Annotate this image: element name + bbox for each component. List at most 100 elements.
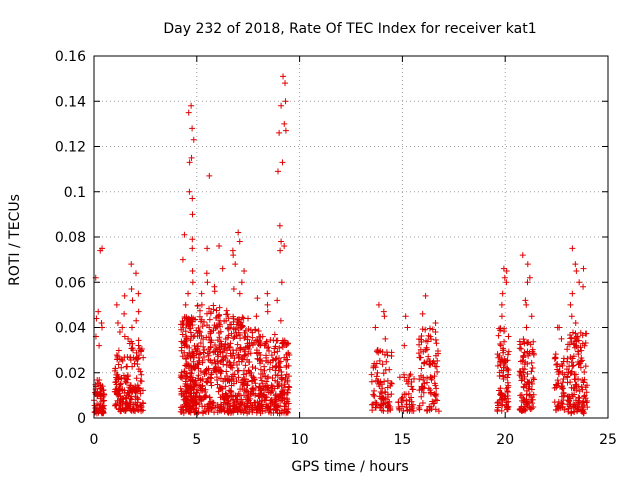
data-point bbox=[213, 323, 220, 330]
data-point bbox=[374, 347, 381, 354]
data-point bbox=[555, 402, 562, 409]
data-point bbox=[216, 334, 223, 341]
data-point bbox=[214, 337, 221, 344]
y-tick-label: 0.1 bbox=[64, 185, 86, 201]
data-point bbox=[178, 372, 185, 379]
data-point bbox=[582, 339, 589, 346]
data-point bbox=[580, 283, 587, 290]
data-point bbox=[559, 385, 566, 392]
data-point bbox=[134, 361, 141, 368]
data-point bbox=[273, 337, 280, 344]
data-point bbox=[380, 407, 387, 414]
data-point bbox=[434, 347, 441, 354]
data-point bbox=[573, 407, 580, 414]
data-point bbox=[235, 329, 242, 336]
data-point bbox=[253, 313, 260, 320]
data-point bbox=[499, 392, 506, 399]
data-point bbox=[406, 372, 413, 379]
data-point bbox=[140, 354, 147, 361]
data-point bbox=[247, 369, 254, 376]
data-point bbox=[405, 390, 412, 397]
y-tick-label: 0.16 bbox=[55, 49, 86, 65]
data-point bbox=[244, 336, 251, 343]
data-point bbox=[263, 352, 270, 359]
y-tick-label: 0 bbox=[77, 411, 86, 427]
data-point bbox=[138, 345, 145, 352]
data-point bbox=[421, 380, 428, 387]
data-point bbox=[278, 374, 285, 381]
data-point bbox=[382, 399, 389, 406]
data-point bbox=[205, 401, 212, 408]
data-point bbox=[434, 397, 441, 404]
data-point bbox=[387, 404, 394, 411]
data-points bbox=[91, 73, 591, 417]
data-point bbox=[501, 325, 508, 332]
data-point bbox=[217, 328, 224, 335]
data-point bbox=[233, 378, 240, 385]
data-point bbox=[286, 384, 293, 391]
data-point bbox=[379, 385, 386, 392]
data-point bbox=[230, 286, 237, 293]
data-point bbox=[555, 371, 562, 378]
data-point bbox=[115, 392, 122, 399]
data-point bbox=[112, 378, 119, 385]
data-point bbox=[195, 361, 202, 368]
data-point bbox=[569, 363, 576, 370]
data-point bbox=[220, 356, 227, 363]
data-point bbox=[567, 301, 574, 308]
data-point bbox=[206, 316, 213, 323]
data-point bbox=[213, 307, 220, 314]
data-point bbox=[283, 362, 290, 369]
data-point bbox=[204, 245, 211, 252]
data-point bbox=[138, 408, 145, 415]
data-point bbox=[432, 319, 439, 326]
data-point bbox=[183, 375, 190, 382]
data-point bbox=[239, 314, 246, 321]
data-point bbox=[560, 375, 567, 382]
data-point bbox=[256, 338, 263, 345]
data-point bbox=[579, 340, 586, 347]
data-point bbox=[211, 357, 218, 364]
data-point bbox=[529, 346, 536, 353]
data-point bbox=[197, 395, 204, 402]
data-point bbox=[567, 335, 574, 342]
data-point bbox=[119, 324, 126, 331]
data-point bbox=[119, 396, 126, 403]
data-point bbox=[374, 369, 381, 376]
data-point bbox=[198, 301, 205, 308]
data-point bbox=[423, 344, 430, 351]
data-point bbox=[379, 361, 386, 368]
data-point bbox=[204, 378, 211, 385]
data-point bbox=[231, 355, 238, 362]
data-point bbox=[212, 368, 219, 375]
data-point bbox=[251, 404, 258, 411]
data-point bbox=[209, 399, 216, 406]
data-point bbox=[196, 394, 203, 401]
data-point bbox=[96, 342, 103, 349]
data-point bbox=[569, 355, 576, 362]
data-point bbox=[271, 349, 278, 356]
data-point bbox=[190, 350, 197, 357]
data-point bbox=[372, 399, 379, 406]
data-point bbox=[401, 342, 408, 349]
data-point bbox=[200, 343, 207, 350]
data-point bbox=[230, 315, 237, 322]
data-point bbox=[418, 339, 425, 346]
data-point bbox=[275, 393, 282, 400]
data-point bbox=[132, 383, 139, 390]
data-point bbox=[205, 346, 212, 353]
data-point bbox=[192, 395, 199, 402]
data-point bbox=[239, 377, 246, 384]
data-point bbox=[278, 397, 285, 404]
data-point bbox=[185, 323, 192, 330]
data-point bbox=[235, 352, 242, 359]
data-point bbox=[579, 386, 586, 393]
data-point bbox=[373, 399, 380, 406]
data-point bbox=[416, 402, 423, 409]
data-point bbox=[504, 379, 511, 386]
x-tick-label: 5 bbox=[192, 432, 201, 448]
data-point bbox=[495, 332, 502, 339]
data-point bbox=[247, 350, 254, 357]
data-point bbox=[178, 409, 185, 416]
data-point bbox=[278, 279, 285, 286]
